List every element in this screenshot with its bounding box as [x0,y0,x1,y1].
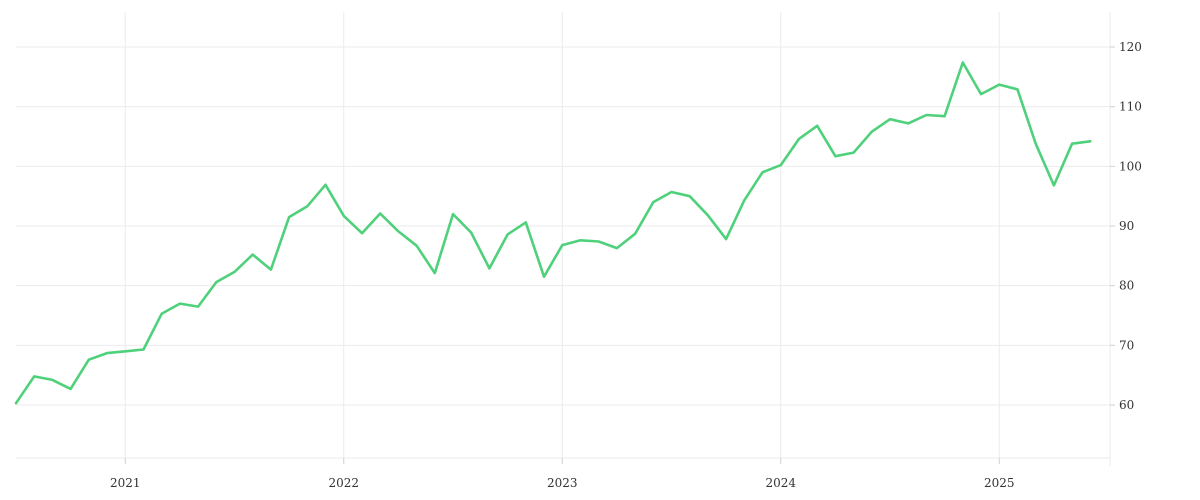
y-tick-label: 110 [1119,100,1142,114]
y-tick-label: 90 [1119,219,1134,233]
x-tick-label: 2025 [984,476,1015,490]
x-tick-label: 2023 [547,476,578,490]
y-tick-label: 100 [1119,159,1142,173]
x-tick-label: 2022 [328,476,359,490]
y-tick-label: 80 [1119,279,1134,293]
y-tick-label: 60 [1119,398,1134,412]
grid [16,12,1111,466]
y-tick-label: 70 [1119,338,1134,352]
series-line [14,61,1092,405]
y-tick-label: 120 [1119,40,1142,54]
series-layer [14,61,1092,405]
axes: 60 70 80 90 100 110 120 2021 2022 2023 2024 2025 [110,40,1142,490]
x-tick-label: 2021 [110,476,141,490]
x-tick-label: 2024 [765,476,796,490]
